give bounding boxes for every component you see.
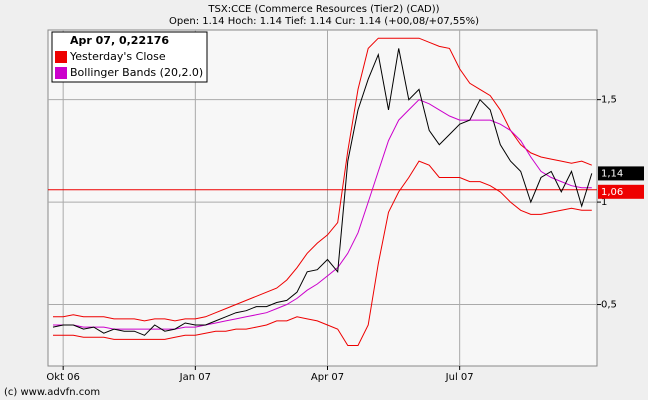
legend-swatch (55, 51, 67, 63)
close-label: 1,06 (601, 187, 623, 198)
plot-area (47, 29, 598, 367)
price-line (53, 37, 592, 322)
x-tick-label: Apr 07 (311, 372, 344, 383)
price-line (53, 160, 592, 346)
legend-label: Yesterday's Close (69, 50, 166, 63)
y-tick-label: 0,5 (601, 300, 617, 311)
y-tick-label: 1 (601, 197, 607, 208)
price-line (52, 48, 593, 336)
price-line (53, 99, 592, 330)
close-box (598, 184, 644, 199)
legend-title: Apr 07, 0,22176 (70, 34, 169, 47)
last-price-box (598, 166, 644, 181)
last-price-label: 1,14 (601, 168, 623, 179)
x-tick-label: Jan 07 (179, 372, 211, 383)
x-tick-label: Jul 07 (445, 372, 474, 383)
x-tick-label: Okt 06 (46, 372, 80, 383)
legend-swatch (55, 67, 67, 79)
legend-label: Bollinger Bands (20,2.0) (70, 66, 203, 79)
y-tick-label: 1,5 (601, 95, 617, 106)
chart-subtitle: Open: 1.14 Hoch: 1.14 Tief: 1.14 Cur: 1.… (169, 16, 479, 27)
chart-title: TSX:CCE (Commerce Resources (Tier2) (CAD… (207, 4, 439, 15)
footer: (c) www.advfn.com (4, 387, 100, 398)
legend-box (51, 31, 208, 83)
